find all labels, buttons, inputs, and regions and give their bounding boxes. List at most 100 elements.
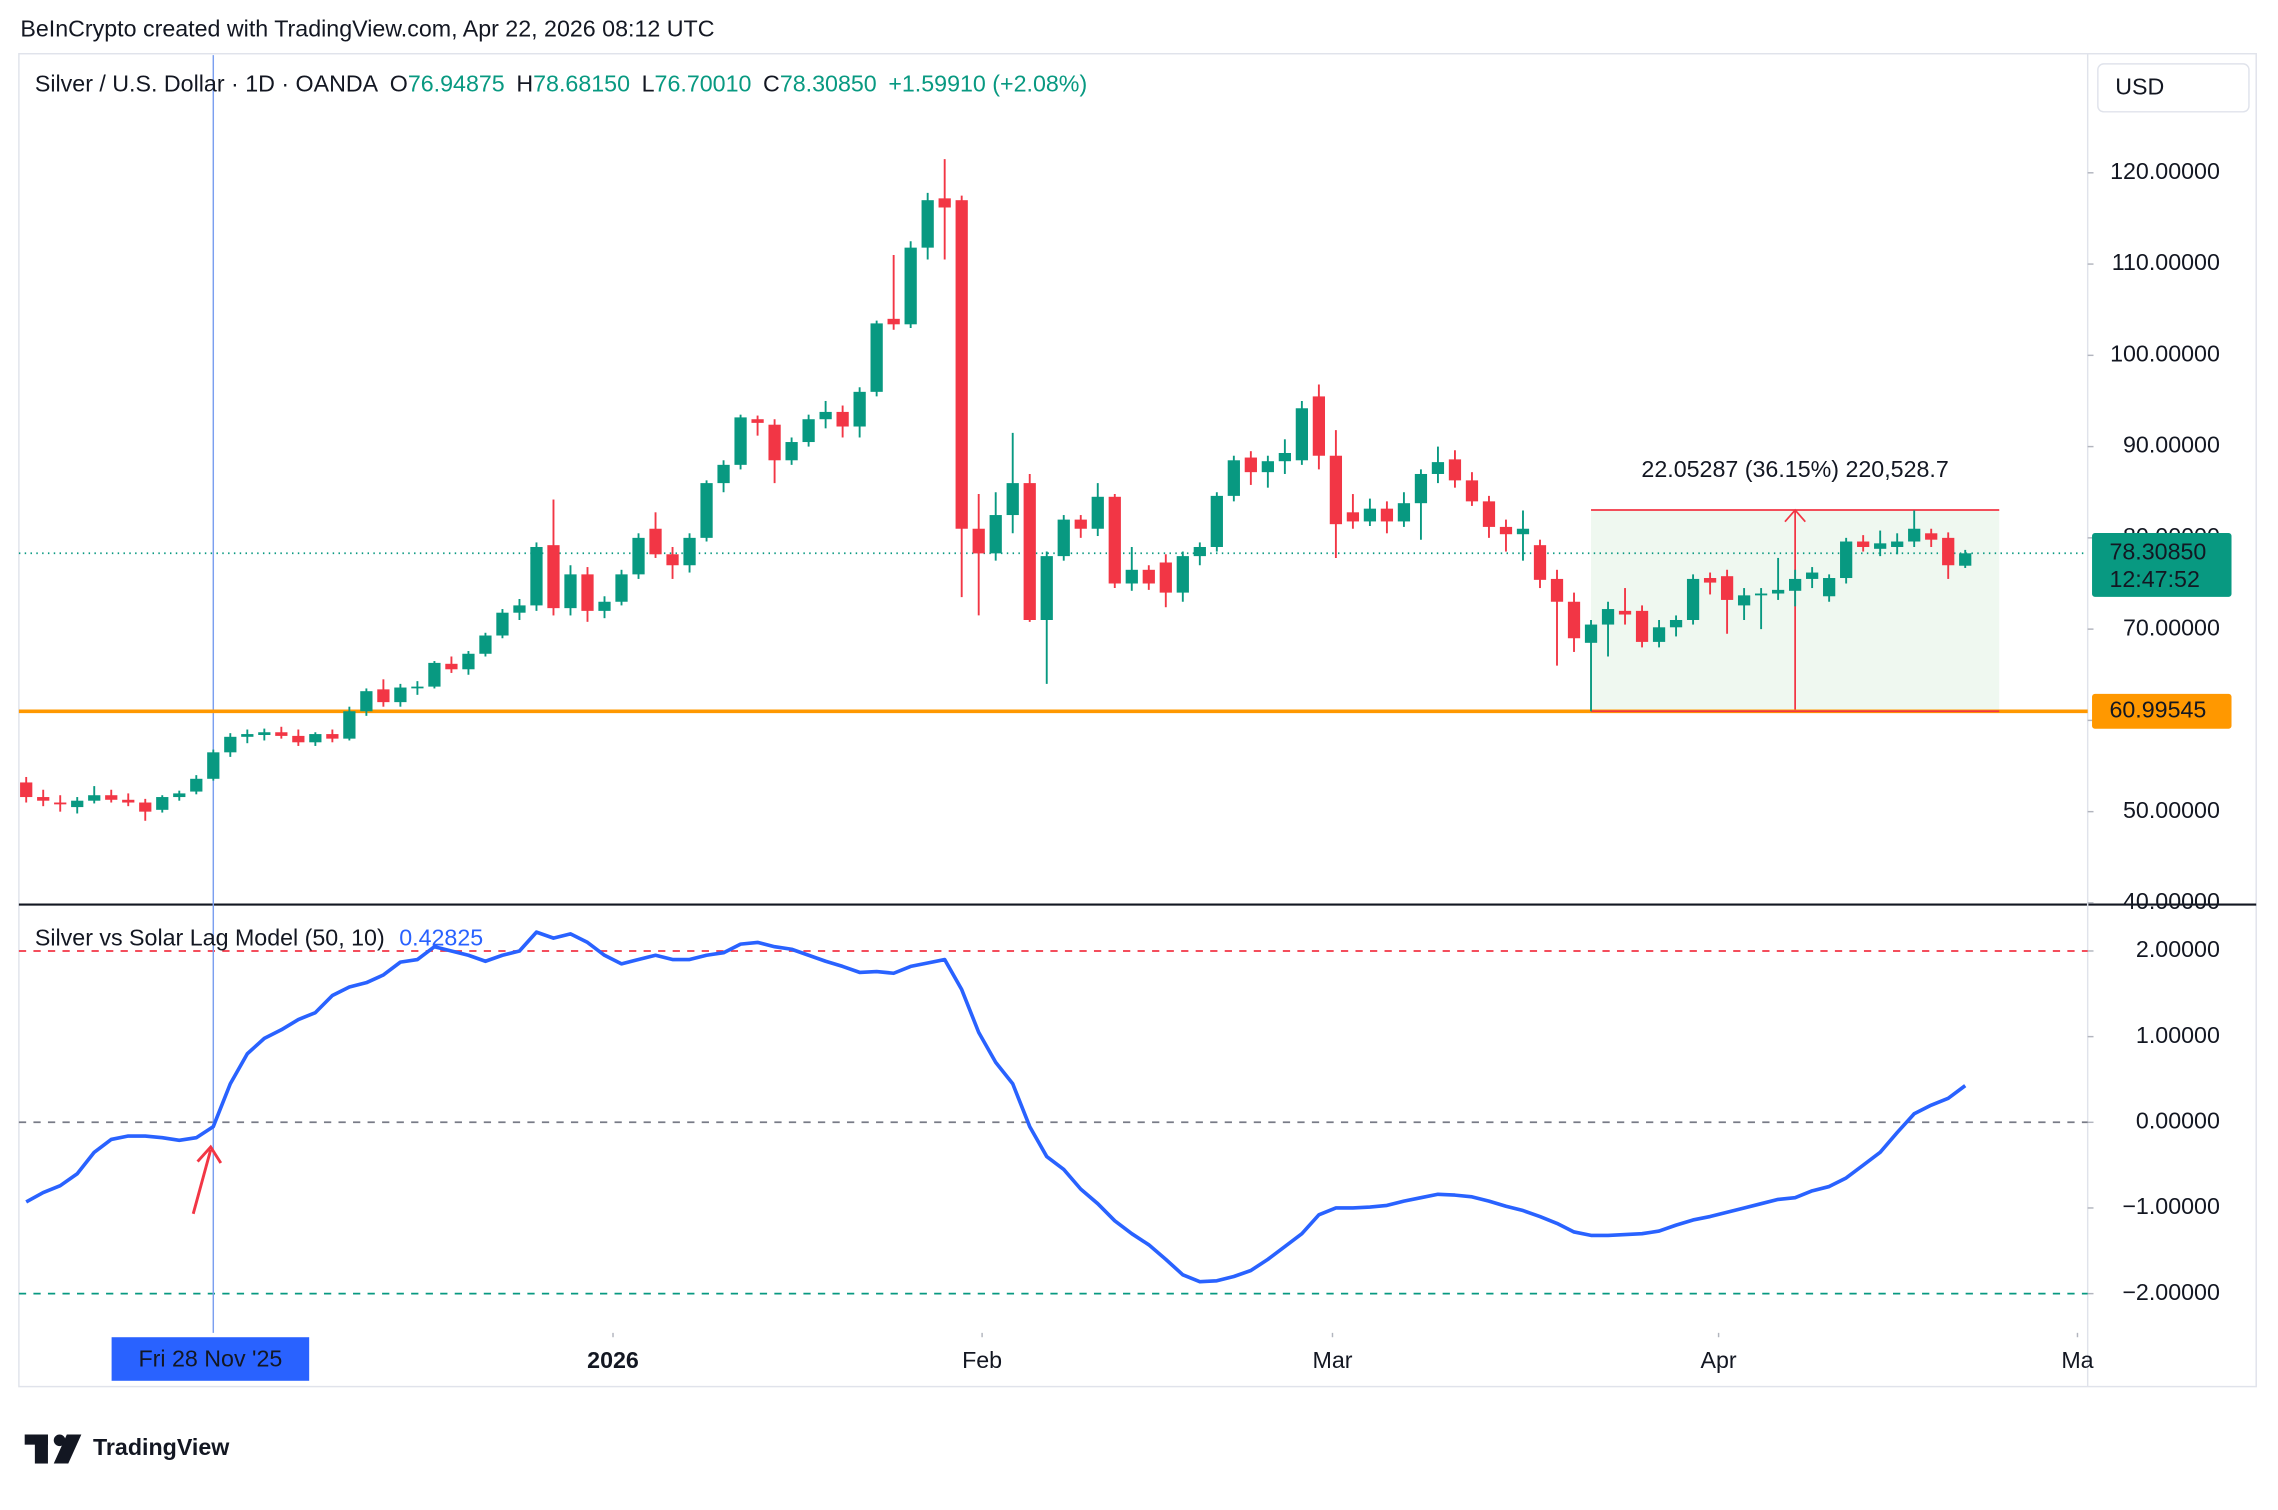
candle-body	[802, 419, 815, 443]
candle-body	[1601, 609, 1615, 625]
date-label-box	[111, 1337, 310, 1381]
brand-name: TradingView	[93, 1434, 230, 1460]
ohlc-key: C	[763, 71, 780, 97]
candle-body	[1091, 496, 1104, 529]
candle-body	[462, 653, 475, 670]
candle-body	[71, 800, 84, 808]
x-tick-label: Mar	[1312, 1347, 1352, 1373]
candle-body	[411, 686, 424, 689]
candle-body	[513, 605, 526, 613]
candle-body	[581, 574, 594, 611]
candle-body	[1720, 576, 1734, 600]
x-tick-label: Fri 28 Nov '25	[138, 1346, 282, 1372]
x-tick-label: Apr	[1701, 1347, 1737, 1373]
candle-body	[428, 662, 441, 687]
ohlc-key: O	[390, 71, 408, 97]
candle-body	[1142, 569, 1155, 584]
symbol-title: Silver / U.S. Dollar · 1D · OANDA	[35, 71, 379, 97]
candle-body	[887, 318, 900, 325]
y-tick-label: 1.00000	[2136, 1022, 2220, 1048]
x-tick-label: 2026	[587, 1347, 639, 1373]
candle-body	[530, 546, 543, 606]
candle-body	[394, 687, 407, 703]
candle-body	[1465, 480, 1479, 502]
candle-body	[1312, 396, 1326, 456]
candle-body	[88, 795, 101, 801]
candle-body	[1652, 627, 1666, 642]
candle-body	[377, 689, 390, 703]
candle-body	[37, 797, 50, 801]
candle-body	[1159, 562, 1172, 593]
candle-body	[292, 735, 305, 743]
candle-body	[360, 691, 373, 712]
candle-body	[1074, 519, 1087, 529]
candle-body	[1533, 545, 1547, 580]
x-tick-label: Ma	[2061, 1347, 2093, 1373]
y-tick-label: 2.00000	[2136, 936, 2220, 962]
candle-body	[938, 198, 951, 208]
y-tick-label: −2.00000	[2122, 1279, 2220, 1305]
candle-body	[1789, 578, 1802, 591]
support-box	[2092, 693, 2232, 729]
candle-body	[173, 793, 186, 798]
candle-body	[734, 417, 747, 465]
currency[interactable]: USD	[2115, 74, 2164, 100]
candle-body	[1584, 624, 1598, 643]
candle-body	[1908, 528, 1921, 542]
candle-body	[1823, 578, 1836, 597]
candle-body	[224, 736, 237, 753]
candle-body	[1295, 408, 1308, 461]
candle-body	[275, 732, 288, 736]
candle-body	[700, 483, 713, 538]
indicator-legend: Silver vs Solar Lag Model (50, 10) 0.4282…	[35, 925, 483, 951]
candle-body	[1857, 541, 1870, 547]
candle-body	[479, 635, 492, 654]
candle-body	[1874, 543, 1887, 549]
indicator-value: 0.42825	[399, 925, 483, 951]
change: +1.59910 (+2.08%)	[888, 71, 1087, 97]
candle-body	[343, 711, 356, 739]
candle-body	[1925, 533, 1938, 540]
indicator-name: Silver vs Solar Lag Model (50, 10)	[35, 925, 385, 951]
candle-body	[1023, 483, 1036, 620]
candle-body	[1686, 578, 1700, 620]
oscillator-line	[25, 930, 1967, 1284]
candle-body	[1040, 556, 1053, 620]
candle-body	[445, 663, 458, 670]
candle-body	[1414, 473, 1428, 504]
candle-body	[1737, 595, 1751, 606]
ohlc-value: 78.68150	[533, 71, 630, 97]
candle-body	[190, 778, 203, 792]
candle-body	[20, 782, 33, 798]
candle-body	[819, 411, 832, 420]
candle-body	[1669, 619, 1683, 628]
legend: Silver / U.S. Dollar · 1D · OANDA O76.948…	[35, 71, 1087, 97]
candle-body	[139, 802, 152, 812]
candle-body	[1618, 610, 1632, 615]
currency-button[interactable]	[2097, 63, 2250, 113]
candle-body	[870, 323, 883, 392]
candle-body	[598, 601, 611, 611]
candle-body	[955, 200, 968, 529]
candle-body	[972, 528, 985, 554]
candle-body	[1261, 461, 1274, 473]
candle-body	[615, 574, 628, 602]
last-price-label: 78.30850	[2109, 538, 2206, 564]
candle-body	[54, 802, 67, 805]
candle-body	[1703, 578, 1717, 583]
candle-body	[1891, 541, 1904, 547]
candle-body	[1806, 572, 1819, 579]
candle-body	[156, 797, 169, 810]
candle-body	[547, 545, 560, 609]
candle-body	[1210, 495, 1223, 547]
ohlc-value: 78.30850	[780, 71, 877, 97]
candle-body	[326, 734, 339, 739]
candle-body	[904, 247, 917, 325]
measure-label: 22.05287 (36.15%) 220,528.7	[1641, 456, 1948, 482]
frame	[18, 52, 2257, 1388]
candle-body	[785, 442, 798, 461]
ohlc-value: 76.70010	[655, 71, 752, 97]
ohlc-key: H	[516, 71, 533, 97]
candle-body	[1346, 512, 1360, 522]
ohlc-value: 76.94875	[408, 71, 505, 97]
